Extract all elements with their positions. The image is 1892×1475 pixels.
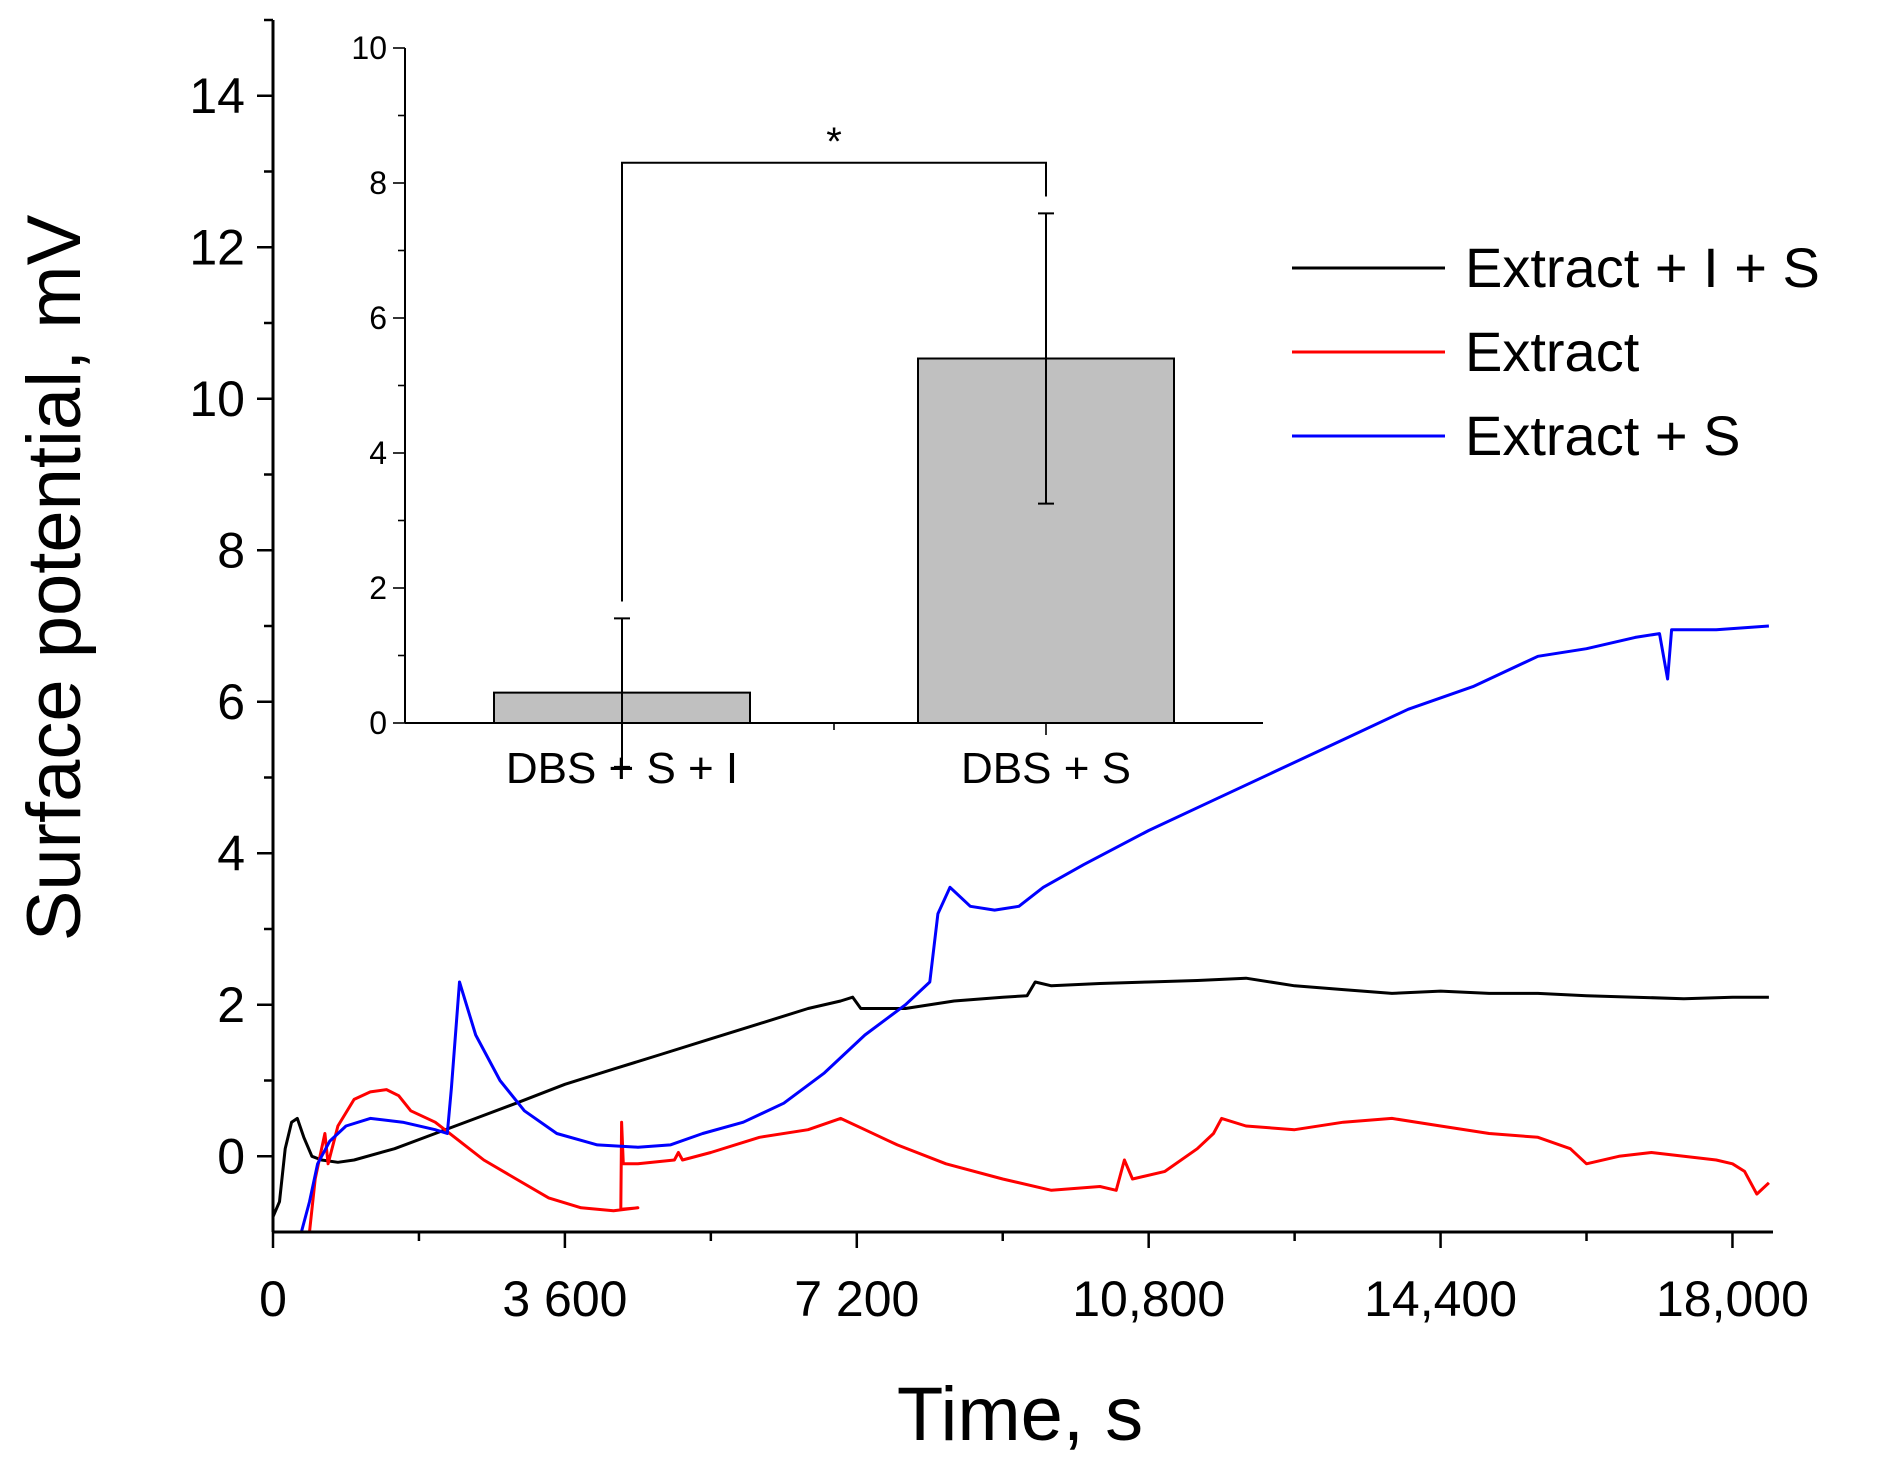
main-series-group [273, 624, 1770, 1232]
y-tick-label: 10 [189, 371, 245, 427]
x-tick-label: 7 200 [794, 1271, 919, 1327]
y-axis-title: Surface potential, mV [12, 214, 97, 941]
significance-bracket [621, 161, 1047, 602]
x-axis-title: Time, s [897, 1372, 1143, 1457]
y-tick-label: 0 [217, 1128, 245, 1184]
x-tick-label: 0 [259, 1271, 287, 1327]
inset-y-tick-label: 2 [369, 570, 387, 606]
x-tick-label: 3 600 [502, 1271, 627, 1327]
series-line-extract [308, 1088, 1770, 1232]
legend-label: Extract + S [1465, 404, 1740, 467]
x-tick-label: 10,800 [1072, 1271, 1225, 1327]
inset-y-tick-label: 4 [369, 435, 387, 471]
x-tick-label: 14,400 [1364, 1271, 1517, 1327]
inset-y-tick-label: 10 [351, 30, 387, 66]
inset-y-tick-label: 0 [369, 705, 387, 741]
legend-label: Extract [1465, 320, 1640, 383]
x-tick-label: 18,000 [1656, 1271, 1809, 1327]
main-chart: 0 2 4 6 8 10 12 14 0 3 600 7 200 10,800 14,400 18,000… [12, 18, 1820, 1457]
y-tick-label: 12 [189, 219, 245, 275]
significance-asterisk: * [826, 120, 842, 164]
y-tick-label: 4 [217, 825, 245, 881]
y-tick-label: 2 [217, 977, 245, 1033]
main-axes: 0 2 4 6 8 10 12 14 0 3 600 7 200 10,800 14,400 18,000 [189, 18, 1809, 1327]
inset-y-tick-label: 6 [369, 300, 387, 336]
y-tick-label: 14 [189, 68, 245, 124]
legend-label: Extract + I + S [1465, 236, 1820, 299]
inset-category-label: DBS + S + I [506, 744, 738, 793]
inset-bar-chart: 0 2 4 6 8 10 DBS + S + I DBS + S * [351, 30, 1263, 793]
inset-y-tick-label: 8 [369, 165, 387, 201]
y-tick-label: 8 [217, 522, 245, 578]
y-tick-label: 6 [217, 674, 245, 730]
series-line-extract-i-s [273, 976, 1769, 1218]
series-line-extract-s [299, 624, 1770, 1232]
inset-category-label: DBS + S [961, 744, 1131, 793]
legend: Extract + I + S Extract Extract + S [1292, 236, 1820, 467]
